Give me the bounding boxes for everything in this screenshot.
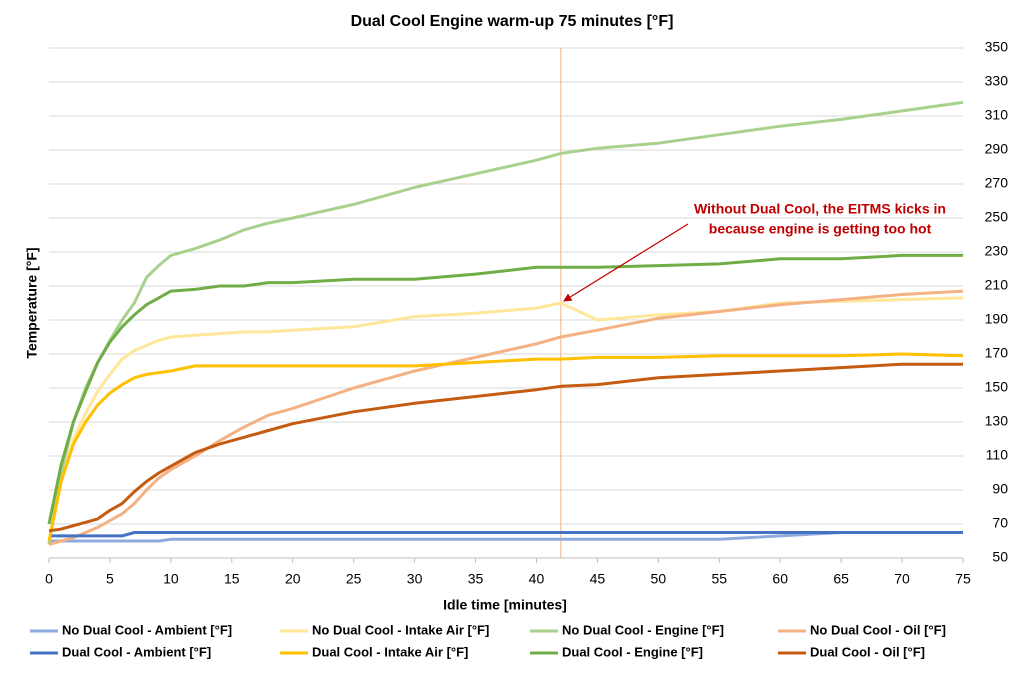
x-tick-label: 40 [529,571,545,587]
x-tick-label: 5 [106,571,114,587]
y-tick-label: 310 [985,107,1009,123]
x-tick-label: 0 [45,571,53,587]
series-line [47,296,964,542]
x-tick-label: 20 [285,571,301,587]
legend-label: No Dual Cool - Intake Air [°F] [312,622,489,637]
legend-label: Dual Cool - Engine [°F] [562,644,703,659]
chart-title: Dual Cool Engine warm-up 75 minutes [°F] [351,13,674,30]
x-tick-label: 75 [955,571,971,587]
x-tick-label: 70 [894,571,910,587]
y-tick-label: 330 [985,73,1009,89]
x-tick-label: 35 [468,571,484,587]
y-tick-label: 110 [986,447,1009,463]
y-tick-label: 90 [992,481,1008,497]
x-tick-label: 15 [224,571,240,587]
series-line [47,253,963,525]
annotation-text: because engine is getting too hot [709,221,932,237]
y-tick-label: 230 [985,243,1009,259]
y-tick-label: 150 [985,379,1009,395]
x-tick-label: 60 [772,571,788,587]
legend-label: Dual Cool - Ambient [°F] [62,644,211,659]
series-line [48,289,964,546]
y-axis-title: Temperature [°F] [24,247,40,358]
y-tick-label: 250 [985,209,1009,225]
y-tick-label: 170 [985,345,1009,361]
y-tick-label: 290 [985,141,1009,157]
legend-label: Dual Cool - Intake Air [°F] [312,644,468,659]
series-line [47,352,964,542]
x-tick-label: 65 [833,571,849,587]
legend-label: No Dual Cool - Oil [°F] [810,622,946,637]
series-line [49,531,963,538]
legend-label: Dual Cool - Oil [°F] [810,644,925,659]
y-tick-label: 270 [985,175,1009,191]
y-tick-label: 70 [992,515,1008,531]
x-tick-label: 25 [346,571,362,587]
series-line [47,100,964,545]
legend-label: No Dual Cool - Ambient [°F] [62,622,232,637]
y-tick-label: 50 [992,549,1008,565]
x-axis-title: Idle time [minutes] [443,597,567,613]
series-line [48,362,963,533]
y-tick-label: 350 [985,39,1009,55]
x-tick-label: 45 [590,571,606,587]
annotation-text: Without Dual Cool, the EITMS kicks in [694,201,946,217]
annotation-arrow [563,223,689,302]
y-tick-label: 210 [985,277,1009,293]
x-tick-label: 30 [407,571,423,587]
x-tick-label: 55 [711,571,727,587]
x-tick-label: 50 [651,571,667,587]
legend-label: No Dual Cool - Engine [°F] [562,622,724,637]
y-tick-label: 190 [985,311,1009,327]
series-line [49,531,963,543]
y-tick-label: 130 [985,413,1009,429]
x-tick-label: 10 [163,571,179,587]
